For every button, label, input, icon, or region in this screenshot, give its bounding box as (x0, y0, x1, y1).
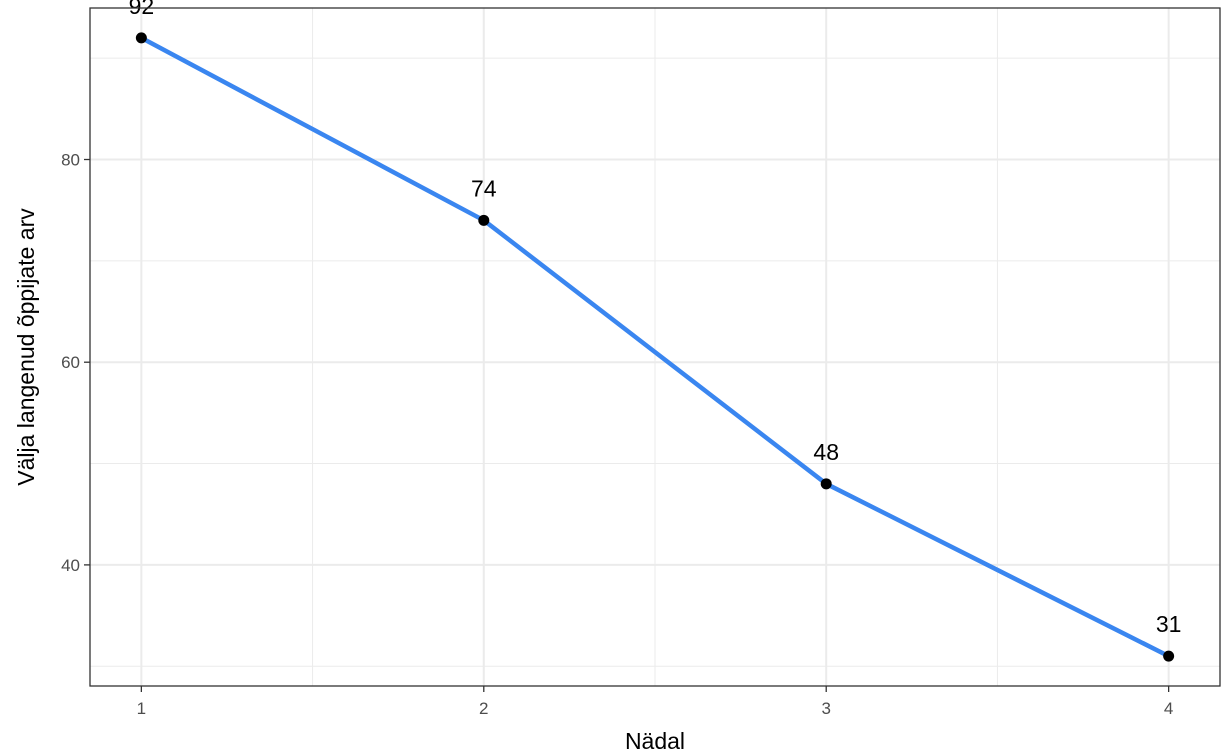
y-axis: 40 60 80 (61, 151, 90, 575)
x-axis: 1 2 3 4 (137, 686, 1173, 718)
x-tick-label: 2 (479, 699, 488, 718)
data-point (135, 32, 147, 44)
x-tick-label: 3 (821, 699, 830, 718)
plot-border (89, 7, 1221, 687)
series-line (140, 35, 1170, 659)
series-layer: 92 74 48 31 (129, 0, 1182, 662)
data-point (478, 214, 490, 226)
data-point (820, 478, 832, 490)
data-label: 31 (1156, 611, 1182, 637)
data-label: 92 (129, 0, 155, 19)
y-axis-title: Välja langenud õppijate arv (13, 208, 39, 486)
y-tick-label: 80 (61, 151, 80, 170)
x-axis-title: Nädal (625, 728, 685, 754)
data-label: 48 (813, 439, 839, 465)
x-tick-label: 4 (1164, 699, 1173, 718)
minor-gridlines (90, 8, 1220, 686)
y-tick-label: 60 (61, 353, 80, 372)
data-label: 74 (471, 175, 497, 201)
data-point (1163, 650, 1175, 662)
major-gridlines (90, 8, 1220, 686)
y-tick-label: 40 (61, 556, 80, 575)
x-tick-label: 1 (137, 699, 146, 718)
